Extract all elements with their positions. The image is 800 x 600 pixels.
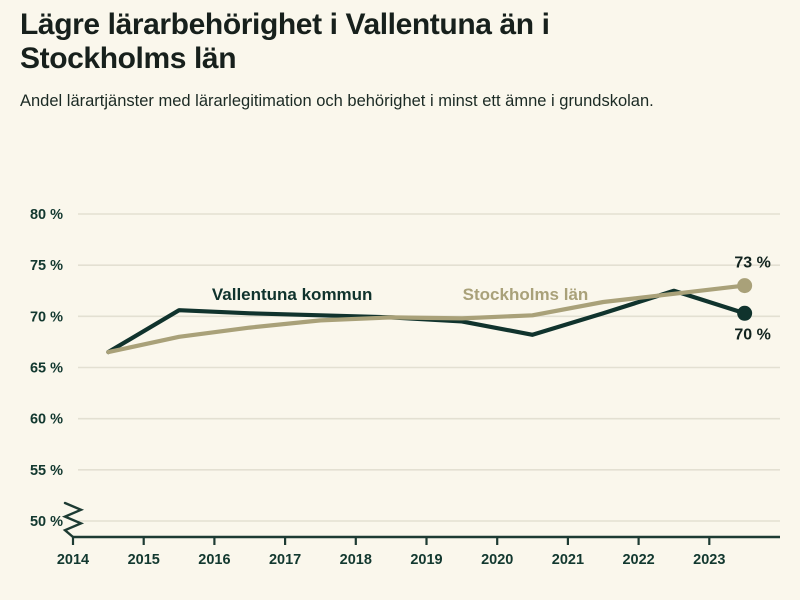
series-inline-labels: Vallentuna kommun Stockholms län <box>212 285 588 304</box>
data-series-group <box>106 278 753 355</box>
x-tick-label: 2016 <box>198 552 230 568</box>
x-tick-label: 2014 <box>57 552 89 568</box>
y-tick-label: 70 % <box>30 309 63 325</box>
x-tick-label: 2021 <box>552 552 584 568</box>
x-axis-group <box>71 535 780 545</box>
series-label: Vallentuna kommun <box>212 285 373 304</box>
series-end-dot <box>737 278 753 294</box>
y-axis-tick-labels: 50 % 55 % 60 % 65 % 70 % 75 % 80 % <box>30 207 63 530</box>
series-end-value: 73 % <box>734 255 770 272</box>
series-line <box>106 283 747 355</box>
x-tick-label: 2022 <box>622 552 654 568</box>
y-tick-label: 50 % <box>30 514 63 530</box>
x-axis-tick-labels: 2014 2015 2016 2017 2018 2019 2020 2021 2022 2023 <box>57 552 726 568</box>
y-tick-label: 60 % <box>30 412 63 428</box>
y-tick-label: 75 % <box>30 258 63 274</box>
series-label: Stockholms län <box>463 285 589 304</box>
series-end-dot <box>737 305 753 321</box>
y-axis-break-icon <box>61 501 85 539</box>
y-tick-label: 65 % <box>30 361 63 377</box>
x-tick-label: 2015 <box>128 552 160 568</box>
page-title: Lägre lärarbehörighet i Vallentuna än i … <box>20 8 550 75</box>
series-end-value: 70 % <box>734 326 770 343</box>
x-tick-label: 2020 <box>481 552 513 568</box>
x-tick-label: 2018 <box>340 552 372 568</box>
gridlines-group <box>78 213 780 522</box>
chart-subtitle: Andel lärartjänster med lärarlegitimatio… <box>20 91 654 110</box>
x-tick-label: 2019 <box>410 552 442 568</box>
series-end-value-labels: 70 % 73 % <box>734 255 770 344</box>
chart-header: Lägre lärarbehörighet i Vallentuna än i … <box>0 0 800 113</box>
x-tick-label: 2017 <box>269 552 301 568</box>
series-line <box>106 288 747 355</box>
y-tick-label: 80 % <box>30 207 63 223</box>
x-tick-label: 2023 <box>693 552 725 568</box>
axis-break-zigzag <box>61 501 85 539</box>
y-tick-label: 55 % <box>30 463 63 479</box>
